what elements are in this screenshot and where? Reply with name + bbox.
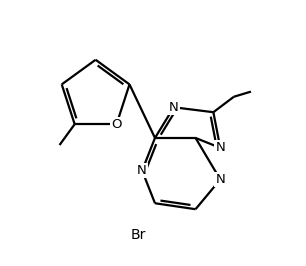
Text: N: N [215,141,225,154]
Text: N: N [215,173,225,186]
Text: N: N [137,164,147,177]
Text: O: O [111,118,122,131]
Text: N: N [169,101,179,114]
Text: Br: Br [130,228,146,242]
